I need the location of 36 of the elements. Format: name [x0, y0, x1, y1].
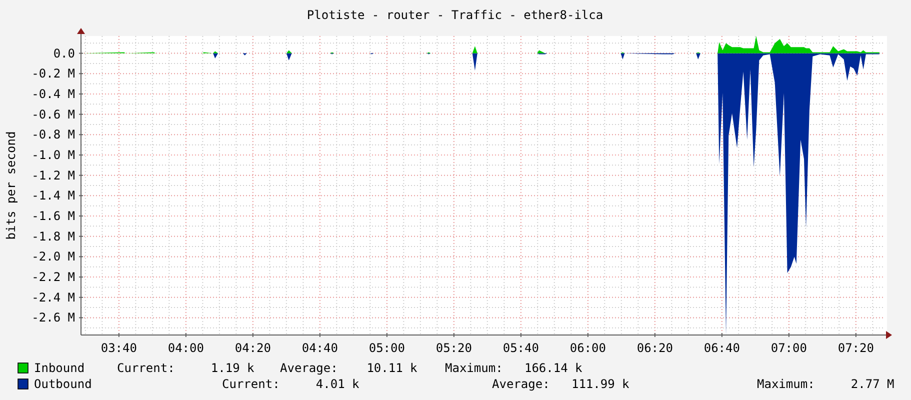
- y-tick-label: -1.8 M: [32, 229, 75, 244]
- y-tick-label: -0.4 M: [32, 86, 75, 101]
- y-tick-label: -2.2 M: [32, 270, 75, 284]
- x-tick-label: 07:20: [838, 341, 874, 355]
- y-axis-title: bits per second: [4, 131, 18, 240]
- y-tick-label: 0.0: [53, 46, 75, 60]
- x-tick-label: 04:40: [302, 341, 338, 355]
- x-tick-label: 07:00: [770, 341, 807, 355]
- y-tick-label: -2.4 M: [32, 290, 75, 304]
- text: Maximum: 2.77 M: [757, 377, 894, 391]
- legend-label: Inbound: [34, 361, 85, 375]
- y-tick-label: -0.8 M: [32, 128, 75, 142]
- y-tick-label: -1.6 M: [32, 209, 75, 224]
- x-tick-label: 06:40: [704, 341, 740, 355]
- x-tick-label: 04:20: [234, 341, 271, 355]
- y-tick-label: -0.6 M: [32, 107, 75, 122]
- x-tick-label: 05:20: [436, 341, 472, 355]
- text: Current: 4.01 k: [222, 377, 360, 391]
- x-tick-label: 05:40: [502, 341, 539, 355]
- y-tick-label: -2.6 M: [32, 310, 75, 325]
- text: Average: 10.11 k: [280, 361, 418, 375]
- y-tick-label: -1.2 M: [32, 168, 75, 182]
- y-tick-label: -1.0 M: [32, 148, 75, 162]
- chart-title: Plotiste - router - Traffic - ether8-ilca: [306, 8, 604, 22]
- text: Current: 1.19 k: [117, 361, 256, 375]
- y-tick-label: -2.0 M: [32, 250, 75, 264]
- x-tick-label: 04:00: [168, 341, 204, 355]
- legend-label: Outbound: [34, 377, 92, 391]
- y-tick-label: -0.2 M: [32, 66, 75, 81]
- text: Average: 111.99 k: [492, 377, 630, 391]
- x-tick-label: 03:40: [100, 341, 137, 355]
- x-tick-label: 06:00: [570, 341, 606, 355]
- text: Maximum: 166.14 k: [445, 361, 584, 375]
- x-tick-label: 05:00: [368, 341, 405, 355]
- y-tick-label: -1.4 M: [32, 188, 75, 203]
- x-tick-label: 06:20: [636, 341, 673, 355]
